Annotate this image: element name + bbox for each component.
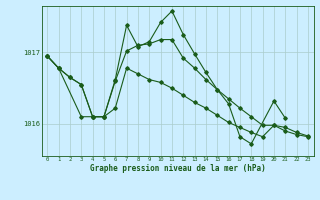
X-axis label: Graphe pression niveau de la mer (hPa): Graphe pression niveau de la mer (hPa) — [90, 164, 266, 173]
